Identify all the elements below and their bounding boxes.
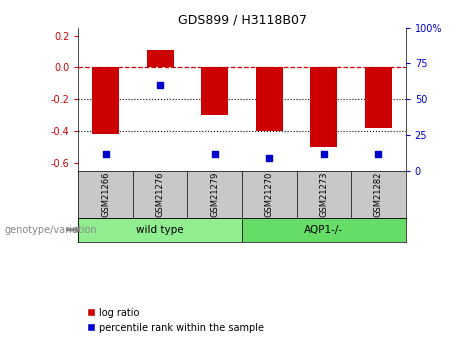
- Text: GSM21270: GSM21270: [265, 172, 274, 217]
- Bar: [310, 68, 337, 147]
- Text: GSM21276: GSM21276: [156, 172, 165, 217]
- Text: genotype/variation: genotype/variation: [5, 225, 97, 235]
- Point: [375, 151, 382, 157]
- Text: AQP1-/-: AQP1-/-: [304, 225, 343, 235]
- Text: GSM21279: GSM21279: [210, 172, 219, 217]
- Bar: [147, 50, 174, 68]
- Point: [157, 82, 164, 88]
- Legend: log ratio, percentile rank within the sample: log ratio, percentile rank within the sa…: [83, 304, 268, 337]
- Text: GSM21282: GSM21282: [374, 172, 383, 217]
- Bar: [242, 218, 406, 241]
- Bar: [256, 68, 283, 131]
- Title: GDS899 / H3118B07: GDS899 / H3118B07: [177, 13, 307, 27]
- Bar: [365, 68, 392, 128]
- Point: [102, 151, 109, 157]
- Text: wild type: wild type: [136, 225, 184, 235]
- Point: [211, 151, 219, 157]
- Bar: [78, 218, 242, 241]
- Bar: [92, 68, 119, 135]
- Text: GSM21266: GSM21266: [101, 172, 110, 217]
- Bar: [201, 68, 228, 115]
- Text: GSM21273: GSM21273: [319, 172, 328, 217]
- Point: [320, 151, 327, 157]
- Point: [266, 155, 273, 161]
